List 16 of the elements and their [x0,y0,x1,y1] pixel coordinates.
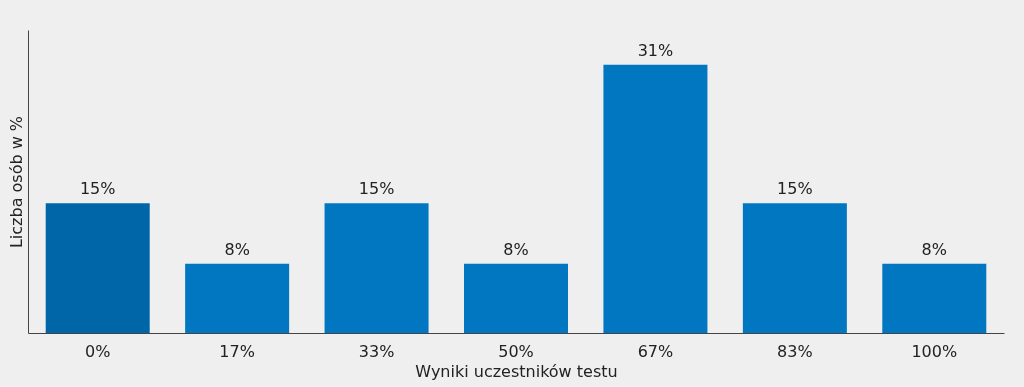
data-label: 15% [358,179,395,199]
x-axis-title: Wyniki uczestników testu [415,361,618,381]
x-tick-label: 67% [637,341,674,361]
y-axis-title: Liczba osób w % [6,115,26,249]
x-tick-label: 33% [358,341,395,361]
data-label: 8% [503,239,529,259]
data-label: 31% [637,40,674,60]
x-tick-label: 83% [777,341,813,361]
x-tick-label: 0% [85,341,111,361]
data-label: 8% [921,239,947,259]
x-tick-label: 17% [219,341,255,361]
data-label: 15% [777,179,813,199]
x-tick-label: 100% [911,341,958,361]
data-label: 15% [79,179,116,199]
x-tick-label: 50% [498,341,534,361]
data-label: 8% [224,239,250,259]
